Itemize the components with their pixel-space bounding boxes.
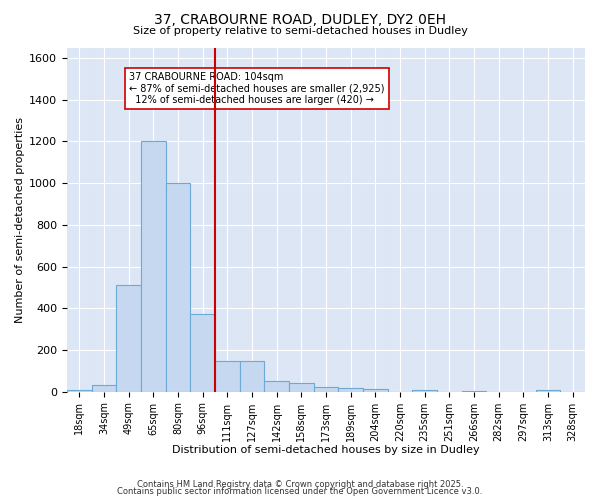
Bar — [265, 382, 289, 392]
Bar — [166, 183, 190, 392]
Bar — [289, 384, 314, 392]
Y-axis label: Number of semi-detached properties: Number of semi-detached properties — [15, 116, 25, 322]
Bar — [536, 390, 560, 392]
Bar — [412, 390, 437, 392]
Text: Contains public sector information licensed under the Open Government Licence v3: Contains public sector information licen… — [118, 488, 482, 496]
Bar — [116, 286, 141, 392]
Bar — [92, 386, 116, 392]
Bar — [461, 390, 487, 392]
X-axis label: Distribution of semi-detached houses by size in Dudley: Distribution of semi-detached houses by … — [172, 445, 480, 455]
Bar — [141, 142, 166, 392]
Bar — [215, 361, 239, 392]
Bar — [239, 361, 265, 392]
Bar — [338, 388, 363, 392]
Bar — [67, 390, 92, 392]
Text: Contains HM Land Registry data © Crown copyright and database right 2025.: Contains HM Land Registry data © Crown c… — [137, 480, 463, 489]
Text: 37, CRABOURNE ROAD, DUDLEY, DY2 0EH: 37, CRABOURNE ROAD, DUDLEY, DY2 0EH — [154, 12, 446, 26]
Bar — [190, 314, 215, 392]
Bar — [314, 386, 338, 392]
Text: 37 CRABOURNE ROAD: 104sqm
← 87% of semi-detached houses are smaller (2,925)
  12: 37 CRABOURNE ROAD: 104sqm ← 87% of semi-… — [129, 72, 385, 105]
Bar — [363, 388, 388, 392]
Text: Size of property relative to semi-detached houses in Dudley: Size of property relative to semi-detach… — [133, 26, 467, 36]
